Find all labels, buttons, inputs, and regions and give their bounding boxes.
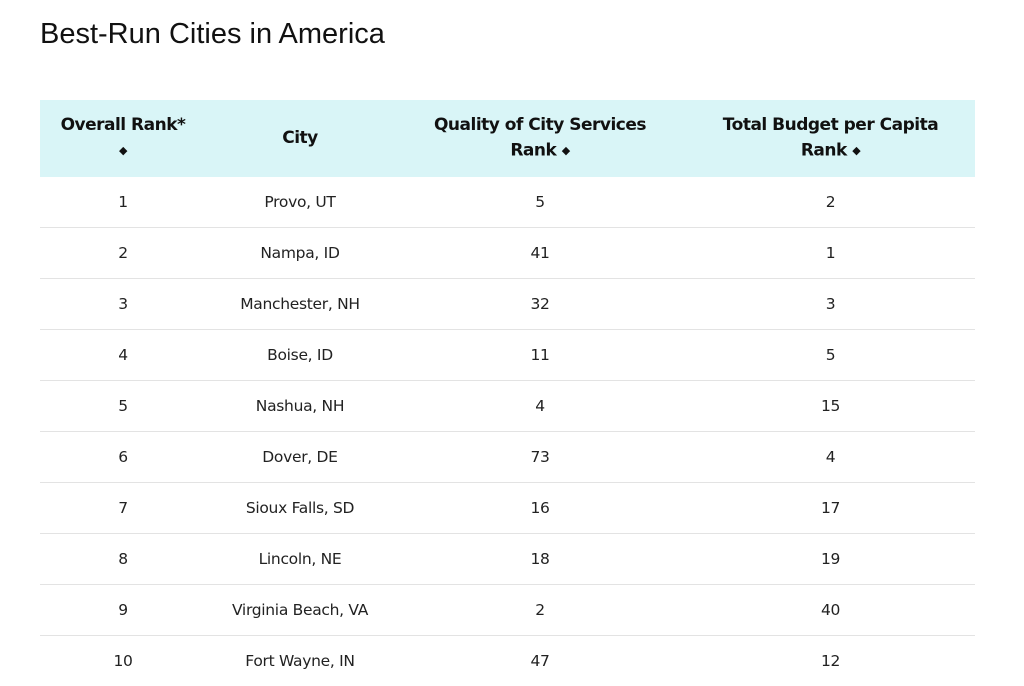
services-rank-cell: 47 <box>394 636 686 686</box>
sort-icon[interactable]: ◆ <box>119 138 127 163</box>
rank-cell: 9 <box>40 585 206 636</box>
rank-cell: 10 <box>40 636 206 686</box>
city-cell: Provo, UT <box>206 177 394 228</box>
services-rank-cell: 16 <box>394 483 686 534</box>
rank-cell: 2 <box>40 228 206 279</box>
budget-rank-cell: 4 <box>686 432 975 483</box>
budget-rank-cell: 2 <box>686 177 975 228</box>
services-rank-cell: 41 <box>394 228 686 279</box>
city-cell: Lincoln, NE <box>206 534 394 585</box>
rank-cell: 1 <box>40 177 206 228</box>
table-header-row: Overall Rank* ◆ City Quality of City Ser… <box>40 100 975 177</box>
city-cell: Fort Wayne, IN <box>206 636 394 686</box>
column-header-label: Rank <box>510 141 556 161</box>
budget-rank-cell: 12 <box>686 636 975 686</box>
cities-table: Overall Rank* ◆ City Quality of City Ser… <box>40 100 975 686</box>
services-rank-cell: 32 <box>394 279 686 330</box>
page-title: Best-Run Cities in America <box>40 18 385 51</box>
budget-rank-cell: 17 <box>686 483 975 534</box>
city-cell: Dover, DE <box>206 432 394 483</box>
services-rank-cell: 2 <box>394 585 686 636</box>
city-cell: Virginia Beach, VA <box>206 585 394 636</box>
budget-rank-cell: 15 <box>686 381 975 432</box>
services-rank-cell: 11 <box>394 330 686 381</box>
budget-rank-cell: 5 <box>686 330 975 381</box>
budget-rank-cell: 40 <box>686 585 975 636</box>
sort-icon[interactable]: ◆ <box>562 138 570 163</box>
column-header-budget-rank[interactable]: Total Budget per Capita Rank ◆ <box>686 100 975 177</box>
rank-cell: 4 <box>40 330 206 381</box>
sort-icon[interactable]: ◆ <box>852 138 860 163</box>
services-rank-cell: 5 <box>394 177 686 228</box>
city-cell: Manchester, NH <box>206 279 394 330</box>
column-header-label: Overall Rank* <box>61 115 186 135</box>
budget-rank-cell: 19 <box>686 534 975 585</box>
services-rank-cell: 73 <box>394 432 686 483</box>
rank-cell: 5 <box>40 381 206 432</box>
city-cell: Nashua, NH <box>206 381 394 432</box>
column-header-overall-rank[interactable]: Overall Rank* ◆ <box>40 100 206 177</box>
column-header-services-rank[interactable]: Quality of City Services Rank ◆ <box>394 100 686 177</box>
column-header-label: Total Budget per Capita <box>723 115 938 135</box>
column-header-city: City <box>206 100 394 177</box>
column-header-label: City <box>282 128 318 148</box>
rank-cell: 8 <box>40 534 206 585</box>
rank-cell: 3 <box>40 279 206 330</box>
column-header-label: Rank <box>801 141 847 161</box>
city-cell: Nampa, ID <box>206 228 394 279</box>
city-cell: Sioux Falls, SD <box>206 483 394 534</box>
rank-cell: 7 <box>40 483 206 534</box>
services-rank-cell: 18 <box>394 534 686 585</box>
rank-cell: 6 <box>40 432 206 483</box>
column-header-label: Quality of City Services <box>434 115 646 135</box>
city-cell: Boise, ID <box>206 330 394 381</box>
budget-rank-cell: 3 <box>686 279 975 330</box>
services-rank-cell: 4 <box>394 381 686 432</box>
budget-rank-cell: 1 <box>686 228 975 279</box>
